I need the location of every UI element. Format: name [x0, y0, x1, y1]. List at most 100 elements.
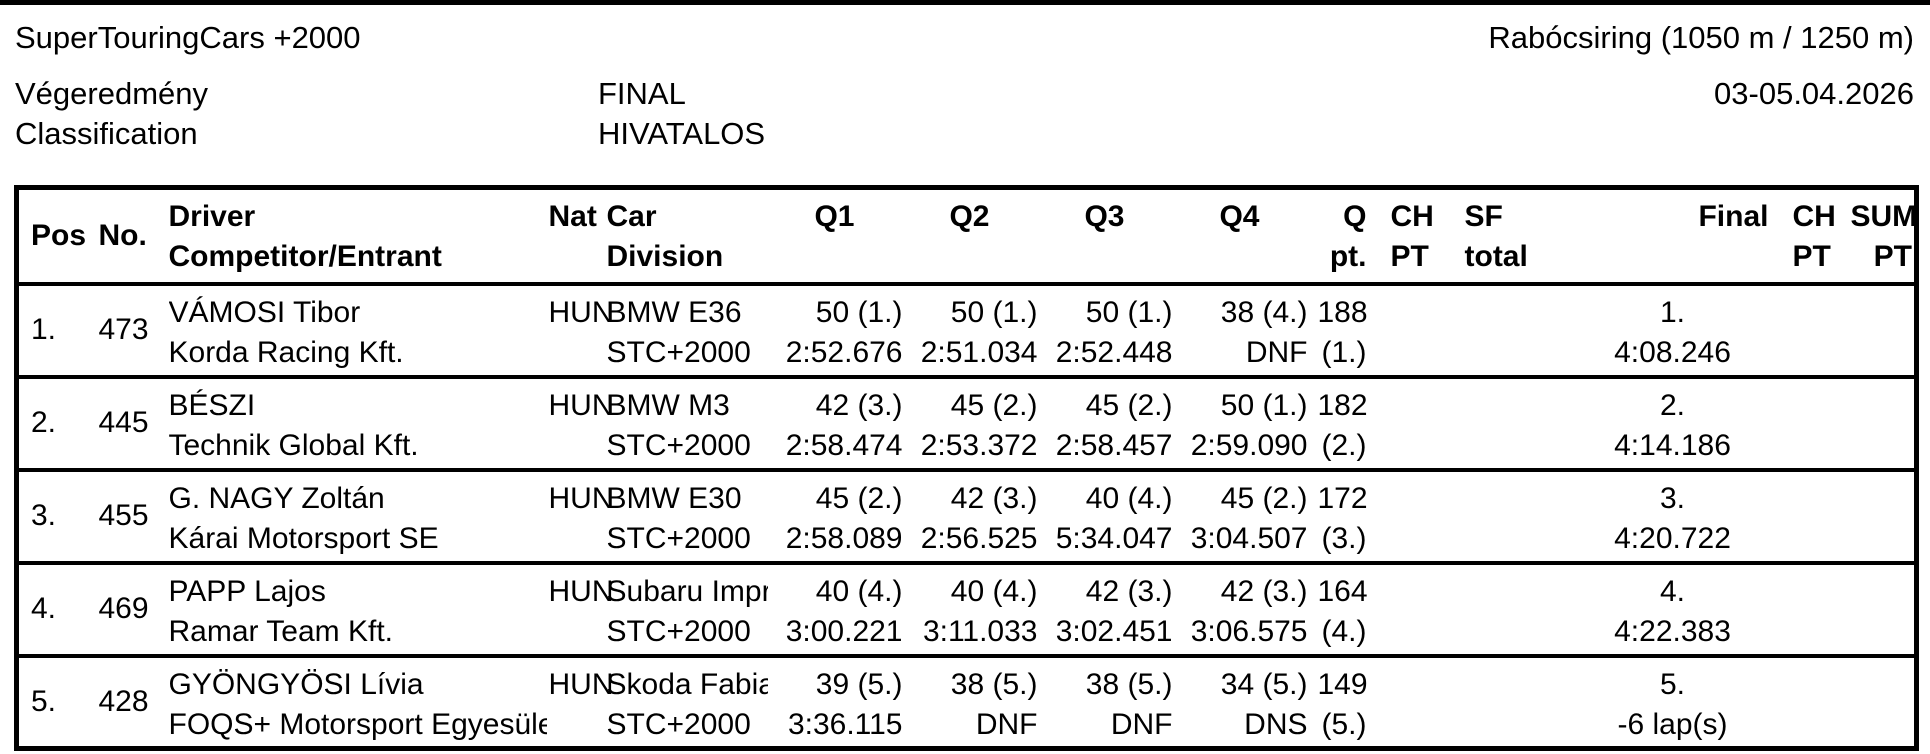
- table-header-row: Pos No. Driver Competitor/Entrant Nat Ca…: [16, 188, 1918, 284]
- ch-pt-1-cell: [1381, 284, 1451, 377]
- car-division: STC+2000: [606, 521, 751, 555]
- position-cell: 4.: [17, 563, 87, 656]
- car-division: STC+2000: [606, 614, 751, 648]
- header-q3: Q3: [1084, 200, 1125, 233]
- nationality-cell: HUN: [547, 377, 614, 470]
- q4-time: DNF: [1245, 335, 1308, 369]
- q1-time: 3:00.221: [785, 614, 903, 648]
- document-header: SuperTouringCars +2000 Rabócsiring (1050…: [0, 0, 1930, 185]
- q1-cell: 39 (5.) 3:36.115: [768, 656, 913, 749]
- ch-pt-2-value: [1793, 293, 1851, 333]
- table-row: 1. 473 VÁMOSI Tibor Korda Racing Kft. HU…: [16, 284, 1917, 377]
- table-row: 5. 428 GYÖNGYÖSI Lívia FOQS+ Motorsport …: [17, 656, 1917, 749]
- status-final-label: FINAL: [598, 76, 686, 111]
- q4-points: 45 (2.): [1220, 481, 1308, 515]
- car-cell: BMW M3 STC+2000: [605, 377, 768, 470]
- q1-cell: 40 (4.) 3:00.221: [768, 563, 913, 656]
- q1-points: 40 (4.): [815, 574, 903, 608]
- q1-time: 3:36.115: [787, 707, 903, 741]
- header-no: No.: [98, 218, 147, 252]
- q2-cell: 42 (3.) 2:56.525: [913, 470, 1048, 563]
- header-ch-pt-1: CH PT: [1381, 188, 1451, 284]
- driver-cell: GYÖNGYÖSI Lívia FOQS+ Motorsport Egyesül…: [167, 656, 547, 749]
- car-model: BMW E30: [606, 481, 742, 515]
- header-final: Final: [1698, 200, 1769, 233]
- q4-cell: 34 (5.) DNS: [1183, 656, 1318, 749]
- driver-name: GYÖNGYÖSI Lívia: [168, 667, 424, 701]
- sf-total-value: [1465, 479, 1563, 519]
- ch-pt-2-value: [1793, 386, 1851, 426]
- q-points-cell: 172 (3.): [1318, 470, 1381, 563]
- q1-time: 2:52.676: [785, 335, 903, 369]
- car-division: STC+2000: [606, 707, 751, 741]
- nationality-value: HUN: [548, 388, 614, 422]
- q2-time: 3:11.033: [922, 614, 1038, 648]
- classification-title-en: Classification: [15, 116, 198, 151]
- q-points-total: 188: [1317, 295, 1368, 329]
- header-sum-pt: SUM PT: [1850, 188, 1918, 284]
- q-points-rank: (2.): [1321, 428, 1367, 462]
- header-ch-pt-2-line2: PT: [1792, 240, 1831, 273]
- q4-points: 38 (4.): [1220, 295, 1308, 329]
- q2-points: 40 (4.): [950, 574, 1038, 608]
- sum-pt-cell: [1851, 470, 1917, 563]
- nationality-cell: HUN: [547, 284, 614, 377]
- position-cell: 3.: [17, 470, 87, 563]
- classification-title-hu: Végeredmény: [15, 76, 209, 111]
- final-time: 4:14.186: [1614, 428, 1731, 462]
- q2-time: DNF: [975, 707, 1038, 741]
- q2-points: 38 (5.): [950, 667, 1038, 701]
- q-points-cell: 182 (2.): [1318, 377, 1381, 470]
- q1-cell: 50 (1.) 2:52.676: [768, 284, 913, 377]
- q3-cell: 45 (2.) 2:58.457: [1048, 377, 1183, 470]
- nationality-cell: HUN: [547, 656, 614, 749]
- q1-points: 39 (5.): [815, 667, 903, 701]
- car-number-value: 455: [98, 499, 149, 532]
- header-driver: Driver Competitor/Entrant: [167, 188, 547, 284]
- final-position: 1.: [1659, 295, 1686, 329]
- car-number-cell: 469: [87, 563, 167, 656]
- header-car-line2: Division: [606, 240, 724, 273]
- car-division: STC+2000: [606, 335, 751, 369]
- sf-total-value: [1465, 572, 1563, 612]
- driver-cell: VÁMOSI Tibor Korda Racing Kft.: [167, 284, 547, 377]
- ch-pt-2-value: [1793, 479, 1851, 519]
- header-sum-pt-line1: SUM: [1850, 200, 1918, 233]
- q-points-rank: (1.): [1321, 335, 1367, 369]
- table-row: 4. 469 PAPP Lajos Ramar Team Kft. HUN Su…: [16, 563, 1917, 656]
- sum-pt-value: [1851, 293, 1913, 333]
- sf-total-cell: [1451, 563, 1563, 656]
- sf-total-value: [1465, 665, 1563, 705]
- position-value: 4.: [31, 592, 57, 625]
- header-ch-pt-1-line2: PT: [1390, 240, 1429, 273]
- sf-total-cell: [1451, 470, 1563, 563]
- q2-cell: 45 (2.) 2:53.372: [913, 377, 1048, 470]
- q3-points: 38 (5.): [1085, 667, 1173, 701]
- q-points-total: 164: [1317, 574, 1368, 608]
- table-row: 3. 455 G. NAGY Zoltán Kárai Motorsport S…: [16, 470, 1917, 563]
- nationality-value: HUN: [548, 667, 614, 701]
- q2-cell: 40 (4.) 3:11.033: [913, 563, 1048, 656]
- car-cell: Subaru Impreza STC+2000: [605, 563, 768, 656]
- sum-pt-cell: [1851, 563, 1917, 656]
- q1-points: 45 (2.): [815, 481, 903, 515]
- ch-pt-1-value: [1391, 572, 1451, 612]
- q2-time: 2:56.525: [920, 521, 1038, 555]
- sum-pt-cell: [1851, 284, 1917, 377]
- final-time: 4:22.383: [1614, 614, 1731, 648]
- driver-cell: G. NAGY Zoltán Kárai Motorsport SE: [167, 470, 547, 563]
- header-driver-line2: Competitor/Entrant: [168, 240, 442, 273]
- q-points-rank: (3.): [1321, 521, 1367, 555]
- final-cell: 3. 4:20.722: [1563, 470, 1783, 563]
- ch-pt-2-value: [1793, 665, 1851, 705]
- car-number-cell: 445: [87, 377, 167, 470]
- nationality-value: HUN: [548, 574, 614, 608]
- nationality-value: HUN: [548, 481, 614, 515]
- header-q1: Q1: [814, 200, 855, 233]
- q2-points: 42 (3.): [950, 481, 1038, 515]
- event-date: 03-05.04.2026: [1714, 76, 1914, 111]
- header-car-line1: Car: [606, 200, 657, 233]
- q4-cell: 45 (2.) 3:04.507: [1183, 470, 1318, 563]
- final-position: 2.: [1659, 388, 1686, 422]
- position-cell: 1.: [17, 284, 87, 377]
